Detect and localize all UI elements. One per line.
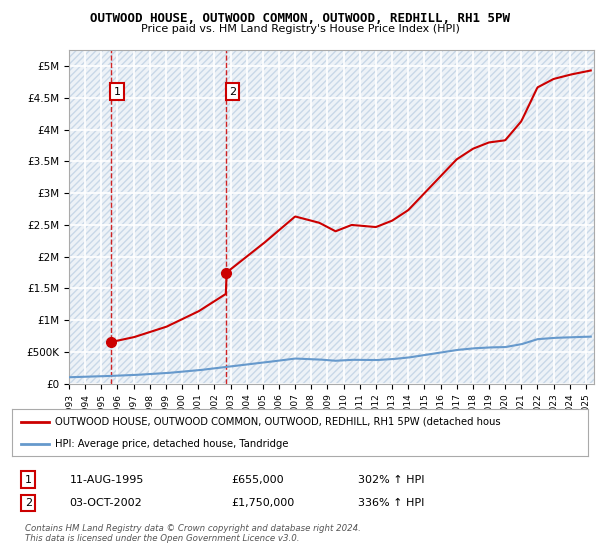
Text: £655,000: £655,000 <box>231 475 284 485</box>
Text: £1,750,000: £1,750,000 <box>231 498 294 508</box>
Text: HPI: Average price, detached house, Tandridge: HPI: Average price, detached house, Tand… <box>55 438 289 449</box>
Text: OUTWOOD HOUSE, OUTWOOD COMMON, OUTWOOD, REDHILL, RH1 5PW (detached hous: OUTWOOD HOUSE, OUTWOOD COMMON, OUTWOOD, … <box>55 417 501 427</box>
Text: 11-AUG-1995: 11-AUG-1995 <box>70 475 144 485</box>
Text: 1: 1 <box>25 475 32 485</box>
Text: Contains HM Land Registry data © Crown copyright and database right 2024.
This d: Contains HM Land Registry data © Crown c… <box>25 524 361 543</box>
Text: 2: 2 <box>25 498 32 508</box>
Text: 1: 1 <box>113 87 121 97</box>
Text: OUTWOOD HOUSE, OUTWOOD COMMON, OUTWOOD, REDHILL, RH1 5PW: OUTWOOD HOUSE, OUTWOOD COMMON, OUTWOOD, … <box>90 12 510 25</box>
Text: 302% ↑ HPI: 302% ↑ HPI <box>358 475 424 485</box>
Text: 03-OCT-2002: 03-OCT-2002 <box>70 498 142 508</box>
Text: Price paid vs. HM Land Registry's House Price Index (HPI): Price paid vs. HM Land Registry's House … <box>140 24 460 34</box>
Text: 336% ↑ HPI: 336% ↑ HPI <box>358 498 424 508</box>
Text: 2: 2 <box>229 87 236 97</box>
